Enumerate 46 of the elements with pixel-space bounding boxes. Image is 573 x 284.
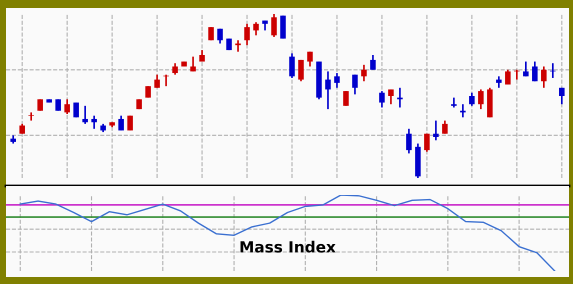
candlestick: [397, 86, 403, 108]
candlestick: [190, 56, 196, 72]
candlestick: [379, 90, 385, 108]
candlestick: [532, 60, 538, 82]
candlestick: [253, 21, 259, 36]
candlestick: [523, 60, 529, 78]
candlestick: [244, 23, 250, 46]
candlestick: [280, 14, 286, 40]
candlestick: [298, 59, 304, 82]
candlestick: [262, 20, 268, 32]
candlestick: [469, 92, 475, 107]
candlestick: [433, 120, 439, 142]
candlestick: [172, 62, 178, 76]
candlestick: [325, 70, 331, 110]
candlestick: [505, 68, 511, 86]
candlestick: [352, 74, 358, 96]
candlestick: [154, 74, 160, 89]
candlestick: [496, 75, 502, 89]
annotation: Mass Index: [240, 240, 336, 253]
candlestick: [334, 72, 340, 89]
candlestick: [370, 54, 376, 71]
candlestick: [307, 50, 313, 68]
candlestick: [64, 98, 70, 115]
candlestick: [73, 102, 79, 118]
candlestick: [163, 74, 169, 87]
candlestick: [514, 68, 520, 80]
candlestick: [406, 128, 412, 154]
candlestick: [442, 120, 448, 135]
candlestick: [217, 28, 223, 44]
candlestick: [271, 14, 277, 38]
candlestick: [235, 39, 241, 53]
candlestick: [343, 90, 349, 107]
candlestick: [424, 132, 430, 153]
candlestick: [478, 88, 484, 110]
candlestick: [91, 114, 97, 130]
candlestick: [118, 114, 124, 132]
candlestick: [208, 26, 214, 42]
candlestick: [361, 64, 367, 82]
candlestick: [559, 86, 565, 106]
candlestick: [82, 105, 88, 125]
candlestick: [541, 66, 547, 89]
candlestick: [388, 88, 394, 106]
candlestick: [127, 114, 133, 132]
candlestick: [451, 96, 457, 108]
candlestick: [550, 62, 556, 79]
candlestick: [289, 52, 295, 79]
